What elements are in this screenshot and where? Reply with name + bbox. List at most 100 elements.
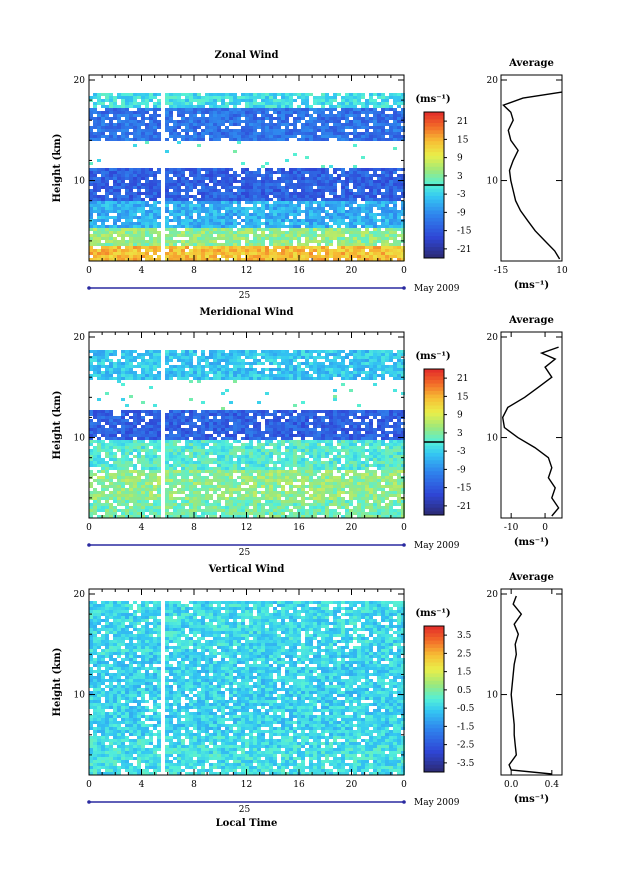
heat-cell xyxy=(401,117,405,120)
heat-cell xyxy=(197,189,201,192)
heat-cell xyxy=(169,114,173,117)
heat-cell xyxy=(265,377,269,380)
heat-cell xyxy=(233,180,237,183)
heat-cell xyxy=(393,246,397,249)
heat-cell xyxy=(189,380,193,383)
heat-cell xyxy=(309,105,313,108)
heat-cell xyxy=(369,234,373,237)
heat-cell xyxy=(229,228,233,231)
heat-cell xyxy=(281,252,285,255)
heat-cell xyxy=(197,183,201,186)
heat-cell xyxy=(365,356,369,359)
heat-cell xyxy=(173,350,177,353)
heat-cell xyxy=(321,120,325,123)
heat-cell xyxy=(281,129,285,132)
heat-cell xyxy=(293,353,297,356)
heat-cell xyxy=(265,419,269,422)
heat-cell xyxy=(121,437,125,440)
heat-cell xyxy=(253,99,257,102)
heat-cell xyxy=(117,228,121,231)
heat-cell xyxy=(245,425,249,428)
heat-cell xyxy=(189,210,193,213)
heat-cell xyxy=(357,258,361,261)
heat-cell xyxy=(137,135,141,138)
heat-cell xyxy=(133,434,137,437)
heat-cell xyxy=(369,237,373,240)
heat-cell xyxy=(393,252,397,255)
heat-cell xyxy=(89,362,93,365)
heat-cell xyxy=(237,240,241,243)
heat-cell xyxy=(109,374,113,377)
heat-cell xyxy=(129,252,133,255)
heat-cell xyxy=(317,365,321,368)
heat-cell xyxy=(149,186,153,189)
profile-frame xyxy=(500,74,563,262)
heat-cell xyxy=(249,353,253,356)
heat-cell xyxy=(381,216,385,219)
heat-cell xyxy=(153,171,157,174)
heat-cell xyxy=(397,359,401,362)
heat-cell xyxy=(349,434,353,437)
heat-cell xyxy=(289,210,293,213)
heat-cell xyxy=(297,174,301,177)
heat-cell xyxy=(357,431,361,434)
heat-cell xyxy=(141,437,145,440)
heat-cell xyxy=(229,114,233,117)
heat-cell xyxy=(265,422,269,425)
heat-cell xyxy=(133,135,137,138)
heat-cell xyxy=(309,237,313,240)
heat-cell xyxy=(241,135,245,138)
heat-cell xyxy=(373,171,377,174)
heat-cell xyxy=(401,225,405,228)
heat-cell xyxy=(209,428,213,431)
heat-cell xyxy=(341,416,345,419)
heat-cell xyxy=(169,120,173,123)
heat-cell xyxy=(197,171,201,174)
heat-cell xyxy=(141,219,145,222)
heat-cell xyxy=(233,195,237,198)
heat-cell xyxy=(297,111,301,114)
heat-cell xyxy=(313,410,317,413)
heat-cell xyxy=(177,219,181,222)
heat-cell xyxy=(345,443,349,446)
heat-cell xyxy=(257,120,261,123)
heat-cell xyxy=(213,440,217,443)
heat-cell xyxy=(381,219,385,222)
heat-cell xyxy=(341,195,345,198)
heat-cell xyxy=(257,428,261,431)
heat-cell xyxy=(165,422,169,425)
heat-cell xyxy=(221,213,225,216)
heat-cell xyxy=(261,96,265,99)
colorbar-step xyxy=(424,232,444,237)
heat-cell xyxy=(361,422,365,425)
heat-cell xyxy=(129,201,133,204)
heat-cell xyxy=(157,216,161,219)
heat-cell xyxy=(129,138,133,141)
heat-cell xyxy=(269,126,273,129)
heat-cell xyxy=(289,174,293,177)
heat-cell xyxy=(197,222,201,225)
heat-cell xyxy=(329,96,333,99)
heat-cell xyxy=(89,252,93,255)
heat-cell xyxy=(241,362,245,365)
heat-cell xyxy=(289,108,293,111)
heat-cell xyxy=(233,362,237,365)
heat-cell xyxy=(169,186,173,189)
heat-cell xyxy=(281,177,285,180)
heat-cell xyxy=(213,371,217,374)
heat-cell xyxy=(341,252,345,255)
heat-cell xyxy=(369,108,373,111)
heat-cell xyxy=(205,171,209,174)
heat-cell xyxy=(277,135,281,138)
heat-cell xyxy=(401,422,405,425)
heat-cell xyxy=(201,219,205,222)
heat-cell xyxy=(333,422,337,425)
heat-cell xyxy=(149,228,153,231)
heat-cell xyxy=(205,410,209,413)
heat-cell xyxy=(249,189,253,192)
heat-cell xyxy=(273,377,277,380)
heat-cell xyxy=(229,353,233,356)
heat-cell xyxy=(229,93,233,96)
heat-cell xyxy=(277,171,281,174)
heat-cell xyxy=(189,428,193,431)
